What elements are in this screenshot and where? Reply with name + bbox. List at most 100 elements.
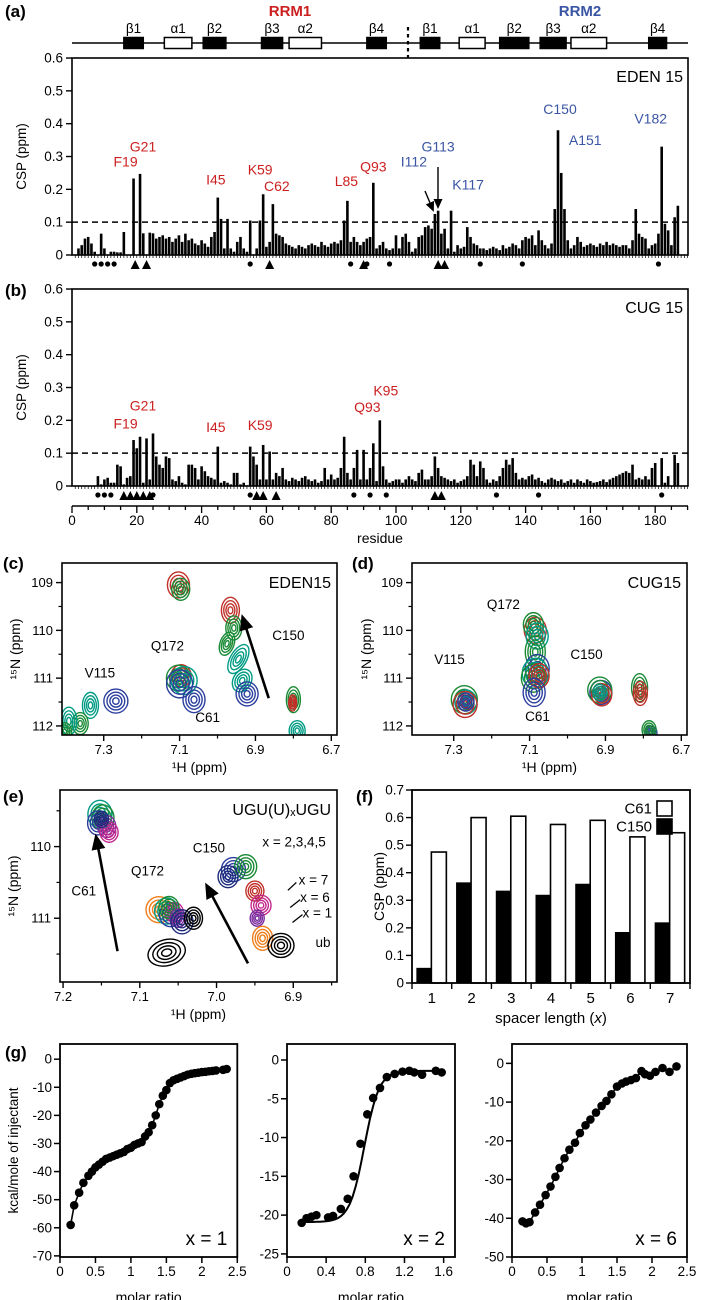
plot-frame: [59, 789, 338, 983]
csp-bar: [397, 248, 401, 255]
x-axis-title: ¹H (ppm): [522, 759, 577, 775]
y-tick-label: -30: [484, 1172, 504, 1187]
csp-bar: [368, 236, 372, 255]
csp-bar: [417, 236, 420, 255]
csp-bar: [316, 246, 320, 255]
dot-marker: [519, 261, 525, 267]
csp-bar: [595, 246, 599, 255]
panel-g-ylabel: kcal/mole of injectant: [6, 1087, 21, 1213]
structure-element-label: α1: [464, 21, 479, 36]
x-tick-label: 40: [194, 513, 209, 528]
csp-bar: [585, 479, 589, 486]
csp-bar: [141, 482, 145, 486]
csp-bar: [239, 236, 242, 255]
csp-bar: [99, 484, 103, 486]
csp-bar: [219, 482, 223, 486]
csp-bar: [265, 479, 268, 486]
triangle-marker: [271, 491, 281, 500]
itc-fit-line: [299, 1069, 444, 1224]
csp-bar: [119, 252, 122, 255]
csp-bar: [164, 238, 168, 255]
csp-bar: [456, 482, 459, 486]
y-tick-label: 109: [31, 575, 53, 590]
structure-strip: RRM1 RRM2 β1 α1 β2 β3 α2 β4 β1 α1 β2 β3 α2 β4: [72, 3, 688, 58]
dot-marker: [98, 261, 104, 267]
csp-bar: [420, 469, 424, 486]
csp-bar: [663, 482, 667, 486]
csp-bar: [650, 467, 654, 486]
csp-bar: [579, 241, 582, 255]
annotation-arrow: [424, 190, 435, 212]
itc-point: [541, 1190, 550, 1200]
csp-bar: [540, 240, 544, 255]
contour-peak: [235, 681, 259, 707]
triangle-marker: [436, 491, 446, 500]
bar-c61: [668, 831, 686, 984]
residue-axis: 0 20 40 60 80 100 120 140 160 180 residue: [68, 505, 689, 546]
dot-marker: [477, 261, 483, 267]
bar-c61: [470, 816, 487, 984]
contour-peak: [165, 669, 194, 699]
y-tick-label: -40: [484, 1211, 504, 1226]
csp-bar: [268, 241, 271, 255]
itc-point: [398, 1067, 407, 1076]
csp-bar: [427, 225, 430, 255]
dot-marker: [386, 261, 393, 267]
csp-bar: [511, 243, 514, 255]
x-tick-label: 0.5: [538, 1264, 557, 1279]
y-tick-label: 0: [496, 1056, 504, 1071]
csp-bar: [229, 484, 233, 486]
csp-bar: [148, 232, 152, 255]
csp-bar: [621, 472, 625, 486]
csp-bar: [329, 243, 333, 255]
csp-bar: [640, 236, 644, 255]
csp-bar: [611, 243, 615, 255]
dot-marker: [348, 261, 354, 267]
x-tick-label: 1.2: [395, 1264, 414, 1279]
csp-bar: [592, 482, 595, 486]
dot-marker: [105, 261, 111, 267]
contour-peak: [457, 692, 475, 712]
csp-bar: [462, 479, 466, 486]
itc-point: [356, 1139, 365, 1149]
csp-bar: [384, 248, 388, 255]
csp-bar: [517, 248, 521, 255]
csp-bar: [284, 243, 288, 255]
y-tick-label: -30: [32, 1136, 52, 1151]
x-tick-label: 7: [666, 990, 674, 1007]
bar-c150: [495, 890, 511, 983]
itc-point: [211, 1066, 221, 1075]
csp-bar: [634, 209, 638, 255]
csp-bar: [521, 240, 524, 255]
csp-bar: [323, 245, 327, 255]
panel-title: CUG 15: [625, 300, 683, 317]
csp-bar: [248, 446, 252, 486]
x-tick-label: 80: [324, 513, 339, 528]
csp-bar: [446, 248, 450, 255]
csp-bar: [618, 474, 621, 486]
csp-bar: [294, 248, 297, 255]
x-tick-label: 4: [547, 990, 555, 1007]
itc-point: [555, 1163, 564, 1173]
x-tick-label: 6.9: [284, 989, 302, 1004]
itc-point: [602, 1096, 611, 1106]
bar-c150: [535, 894, 551, 983]
csp-bar: [482, 248, 485, 255]
csp-bar: [372, 182, 375, 255]
csp-bar: [158, 236, 161, 255]
itc-point: [154, 1099, 164, 1109]
csp-bar: [177, 235, 181, 255]
csp-bar: [333, 479, 336, 486]
itc-line: [522, 1065, 677, 1225]
csp-bar: [417, 472, 420, 486]
triangle-marker: [430, 491, 440, 500]
y-tick-label: -15: [259, 1169, 279, 1184]
y-tick-label: 111: [31, 911, 51, 926]
csp-bar: [534, 245, 537, 255]
csp-bar: [546, 248, 550, 255]
y-axis-title: CSP (ppm): [14, 123, 29, 190]
peak-label: A151: [569, 132, 602, 148]
triangle-marker: [359, 260, 369, 269]
csp-bar: [287, 481, 291, 486]
dot-marker: [659, 492, 665, 498]
